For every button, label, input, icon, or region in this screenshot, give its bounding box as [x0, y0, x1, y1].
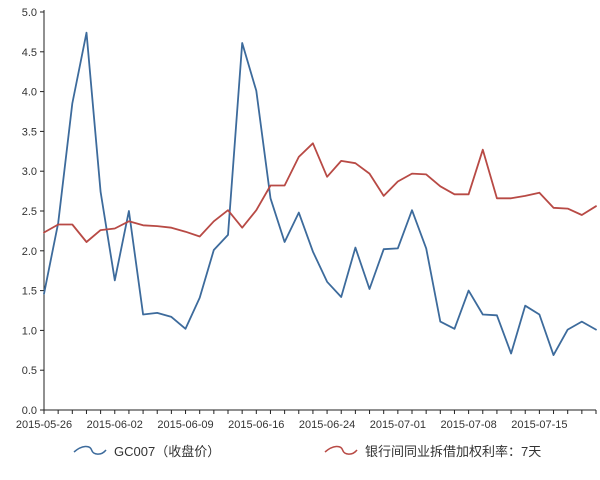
y-tick-label: 3.0	[22, 166, 37, 178]
series-layer	[43, 31, 597, 357]
legend-label-2: 银行间同业拆借加权利率：7天	[365, 444, 541, 459]
y-tick-label: 5.0	[22, 7, 37, 19]
y-tick-label: 0.5	[22, 365, 37, 377]
y-tick-label: 2.0	[22, 246, 37, 258]
y-tick-label: 1.0	[22, 325, 37, 337]
legend-swatch-1	[73, 445, 107, 455]
x-tick-label: 2015-07-08	[440, 419, 496, 431]
y-tick-label: 4.0	[22, 87, 37, 99]
series-line-1	[43, 31, 597, 357]
x-tick-label: 2015-05-26	[16, 419, 72, 431]
axes: 0.0 0.5 1.0 1.5 2.0 2.5 3.0 3.5 4.0 4.5 5.0 2015-05…	[16, 7, 597, 431]
x-tick-label: 2015-06-02	[87, 419, 143, 431]
series-line-2	[43, 142, 597, 243]
x-tick-label: 2015-06-16	[228, 419, 284, 431]
y-tick-label: 3.5	[22, 126, 37, 138]
x-tick-label: 2015-07-01	[370, 419, 426, 431]
y-tick-label: 0.0	[22, 405, 37, 417]
y-tick-label: 4.5	[22, 47, 37, 59]
legend: GC007（收盘价） 银行间同业拆借加权利率：7天	[73, 444, 541, 459]
x-tick-label: 2015-07-15	[511, 419, 567, 431]
x-tick-label: 2015-06-09	[157, 419, 213, 431]
x-tick-label: 2015-06-24	[299, 419, 355, 431]
legend-label-1: GC007（收盘价）	[114, 444, 220, 459]
y-tick-label: 2.5	[22, 206, 37, 218]
y-tick-label: 1.5	[22, 286, 37, 298]
legend-swatch-2	[324, 445, 358, 455]
